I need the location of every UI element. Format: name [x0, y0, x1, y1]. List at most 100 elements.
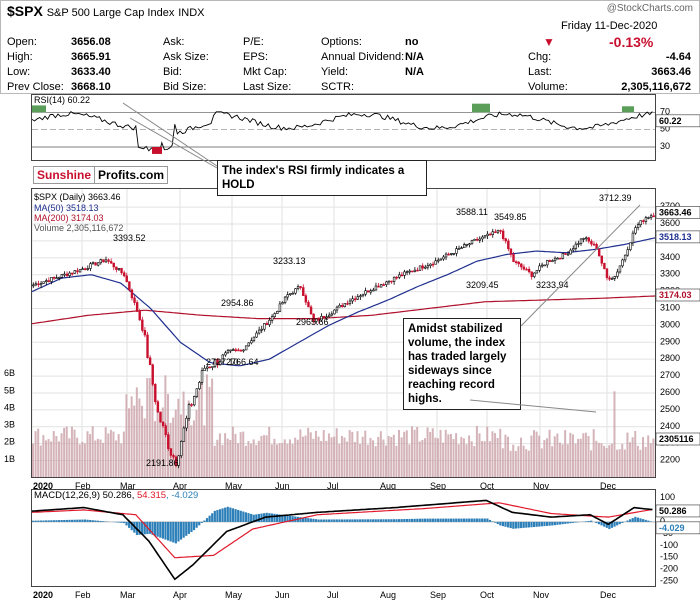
macd-histogram-bar: [590, 520, 593, 522]
candle-body: [198, 382, 201, 390]
quote-label: SCTR:: [321, 81, 354, 93]
macd-histogram-bar: [478, 518, 481, 522]
macd-histogram-bar: [190, 521, 193, 533]
volume-bar: [281, 443, 284, 477]
macd-histogram-bar: [436, 518, 440, 522]
candle-body: [639, 220, 642, 225]
macd-histogram-bar: [366, 519, 370, 522]
volume-bar: [109, 429, 112, 477]
rsi-chart: [31, 103, 655, 154]
candle-body: [281, 302, 284, 305]
candle-body: [437, 259, 440, 262]
candle-body: [76, 270, 79, 273]
volume-bar: [372, 440, 375, 477]
macd-histogram-bar: [361, 519, 364, 522]
candle-body: [514, 261, 518, 263]
candle-body: [34, 283, 38, 286]
macd-histogram-bar: [551, 521, 554, 526]
quote-label: Last Size:: [243, 81, 292, 93]
candle-body: [398, 274, 401, 278]
candle-body: [218, 361, 222, 366]
volume-bar: [151, 381, 154, 477]
candle-body: [112, 262, 115, 268]
candle-body: [73, 270, 77, 274]
volume-bar: [359, 444, 362, 477]
macd-histogram-bar: [429, 518, 432, 522]
candle-body: [395, 276, 398, 279]
candle-body: [109, 261, 113, 264]
volume-bar: [400, 437, 403, 477]
last-price-tag: 3663.46: [659, 207, 692, 217]
volume-bar: [553, 436, 556, 477]
macd-histogram-bar: [327, 519, 331, 522]
macd-histogram-bar: [260, 513, 263, 522]
candle-body: [364, 290, 367, 295]
volume-bar: [587, 435, 590, 477]
volume-bar: [117, 434, 120, 477]
macd-histogram-bar: [208, 515, 211, 522]
volume-bar: [418, 441, 421, 477]
candle-body: [444, 253, 448, 258]
price-annotation: 3233.94: [536, 280, 569, 290]
volume-bar: [192, 420, 195, 477]
price-tick-label: 2200: [660, 455, 680, 465]
candle-body: [636, 224, 640, 228]
macd-histogram-bar: [413, 518, 416, 522]
macd-histogram-bar: [78, 519, 81, 522]
macd-histogram-bar: [597, 521, 601, 525]
macd-label-signal: 54.315: [136, 490, 167, 501]
quote-date: Friday 11-Dec-2020: [561, 20, 658, 32]
month-label: Nov: [533, 590, 550, 600]
price-annotation: 2727.10: [206, 357, 239, 367]
volume-bar: [307, 427, 310, 477]
macd-histogram-bar: [348, 519, 351, 522]
candle-body: [520, 263, 523, 268]
macd-histogram-bar: [410, 518, 414, 522]
volume-bar: [636, 445, 639, 477]
candle-body: [564, 253, 567, 255]
macd-tick-label: -100: [660, 540, 678, 550]
macd-histogram-bar: [343, 519, 346, 522]
volume-bar: [263, 435, 266, 477]
candle-body: [304, 295, 308, 303]
macd-histogram-bar: [83, 519, 87, 522]
volume-bar: [584, 432, 587, 477]
volume-bar: [548, 429, 551, 477]
macd-histogram-bar: [382, 519, 385, 522]
macd-histogram-bar: [543, 521, 546, 527]
volume-bar: [465, 444, 468, 477]
macd-histogram-bar: [525, 521, 528, 528]
volume-bar: [50, 441, 53, 477]
volume-bar: [403, 431, 406, 477]
volume-bar: [187, 400, 190, 477]
month-label: Jul: [327, 481, 339, 491]
macd-histogram-bar: [187, 521, 190, 534]
volume-bar: [211, 378, 214, 477]
volume-bar: [309, 432, 312, 477]
candle-body: [154, 384, 157, 403]
macd-histogram-bar: [325, 519, 328, 522]
price-panel: 3393.52 2191.86 2727.10 2766.64 2954.86 2965.…: [31, 188, 656, 478]
candle-body: [78, 269, 82, 273]
index-name: S&P 500 Large Cap Index: [46, 7, 175, 19]
volume-bar: [250, 443, 253, 477]
quote-label: High:: [7, 51, 33, 63]
macd-histogram-bar: [566, 521, 569, 524]
candle-body: [400, 274, 404, 277]
candle-body: [385, 281, 388, 285]
month-label: Mar: [120, 590, 136, 600]
macd-histogram-bar: [603, 521, 606, 527]
volume-bar: [616, 449, 619, 477]
month-label: Mar: [120, 481, 136, 491]
volume-bar: [330, 437, 333, 477]
macd-histogram-bar: [195, 521, 198, 528]
macd-histogram-bar: [600, 521, 603, 526]
macd-histogram-bar: [231, 508, 235, 522]
macd-histogram-bar: [390, 519, 393, 522]
macd-histogram-bar: [330, 519, 333, 522]
candle-body: [525, 268, 528, 271]
candle-body: [413, 269, 417, 272]
candle-body: [195, 388, 199, 397]
macd-histogram-bar: [455, 518, 458, 522]
month-label: Feb: [75, 481, 91, 491]
